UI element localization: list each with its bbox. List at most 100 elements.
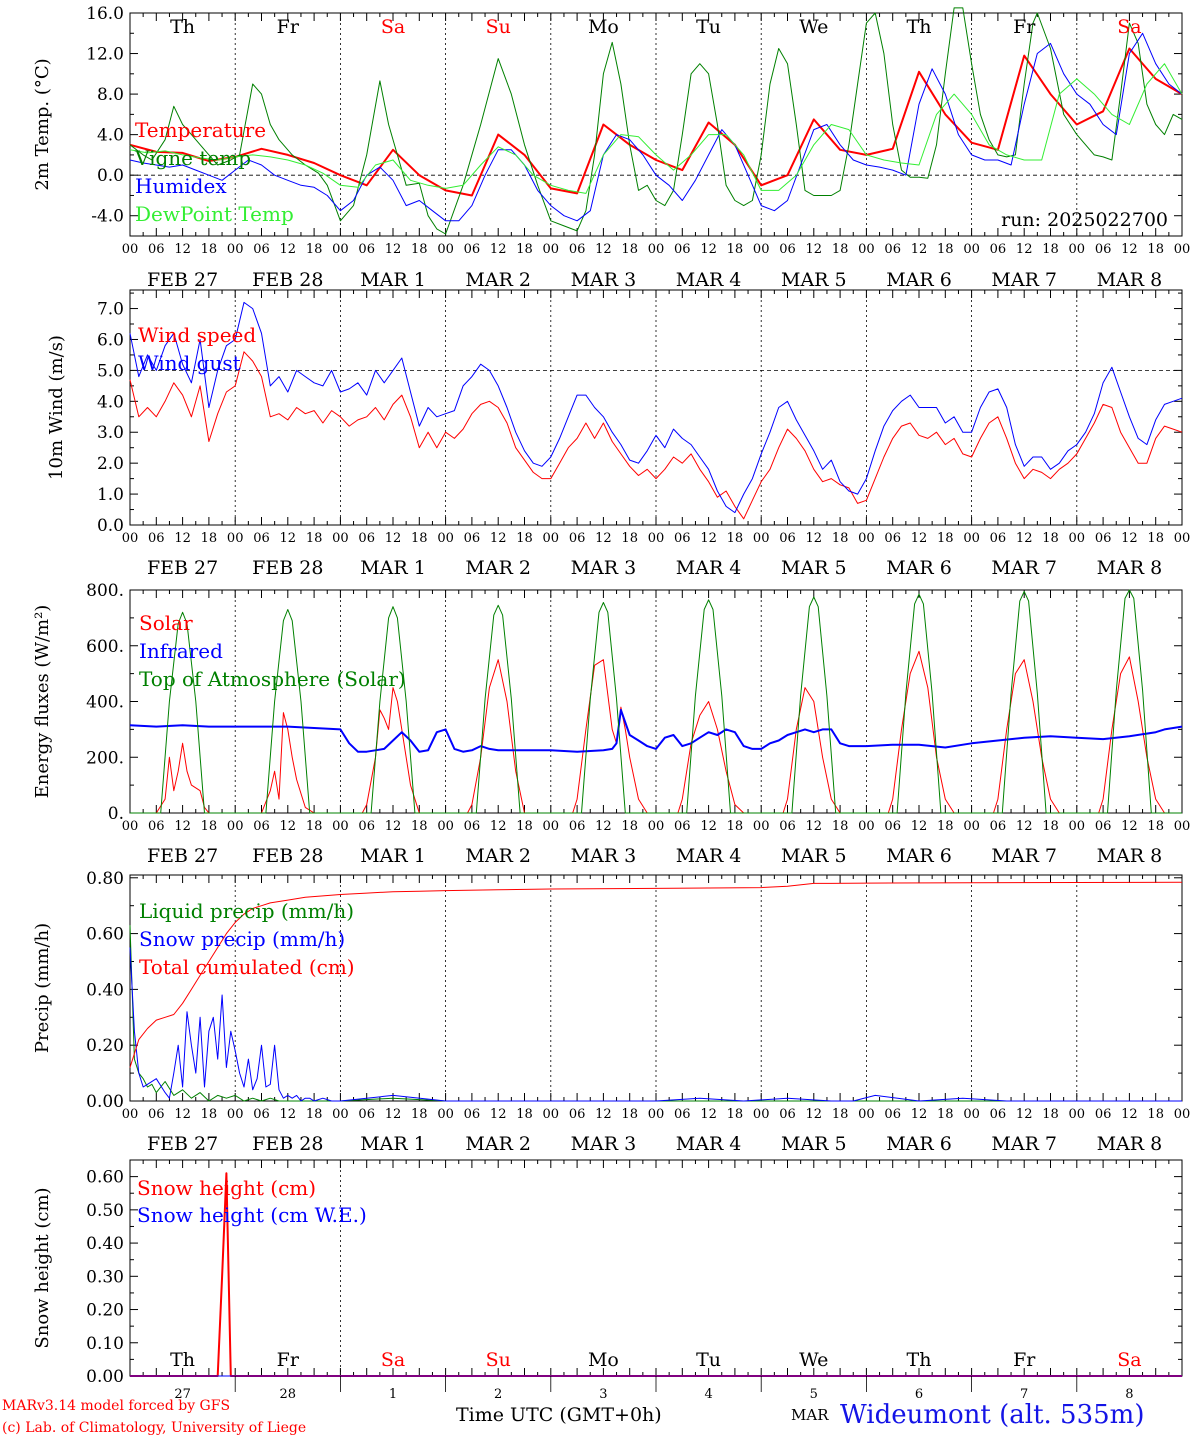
- weekday-label: Tu: [696, 16, 721, 38]
- hour-tick-label: 18: [937, 1107, 954, 1122]
- date-label: MAR 6: [886, 269, 952, 291]
- weekday-label: Mo: [588, 16, 619, 38]
- hour-tick-label: 06: [253, 1107, 270, 1122]
- hour-tick-label: 06: [148, 242, 165, 257]
- y-tick-label: 0.40: [86, 980, 124, 1000]
- date-label: MAR 5: [781, 557, 847, 579]
- y-tick-label: 8.0: [97, 85, 124, 105]
- hour-tick-label: 18: [1042, 242, 1059, 257]
- hour-tick-label: 06: [148, 819, 165, 834]
- hour-tick-label: 06: [1095, 531, 1112, 546]
- date-label: MAR 7: [991, 1133, 1057, 1155]
- hour-tick-label: 12: [1016, 1107, 1033, 1122]
- hour-tick-label: 18: [621, 1107, 638, 1122]
- hour-tick-label: 12: [806, 819, 823, 834]
- hour-tick-label: 00: [963, 1107, 980, 1122]
- hour-tick-label: 12: [595, 531, 612, 546]
- hour-tick-label: 06: [779, 1107, 796, 1122]
- y-tick-label: 0.00: [86, 1367, 124, 1387]
- hour-tick-label: 00: [753, 1107, 770, 1122]
- hour-tick-label: 18: [727, 242, 744, 257]
- series-infrared: [129, 708, 1183, 753]
- y-tick-label: 7.0: [97, 300, 124, 320]
- hour-tick-label: 18: [1042, 1107, 1059, 1122]
- y-tick-label: 200.: [86, 748, 124, 768]
- weekday-label: Th: [170, 1349, 195, 1371]
- hour-tick-label: 12: [490, 242, 507, 257]
- hour-tick-label: 12: [1121, 819, 1138, 834]
- hour-tick-label: 12: [700, 819, 717, 834]
- hour-tick-label: 12: [385, 531, 402, 546]
- hour-tick-label: 00: [332, 242, 349, 257]
- hour-tick-label: 12: [174, 531, 191, 546]
- legend-entry: Total cumulated (cm): [139, 955, 355, 979]
- hour-tick-label: 00: [1069, 531, 1086, 546]
- hour-tick-label: 12: [806, 1107, 823, 1122]
- hour-tick-label: 06: [674, 242, 691, 257]
- hour-tick-label: 06: [148, 531, 165, 546]
- hour-tick-label: 00: [1069, 1107, 1086, 1122]
- date-label: MAR 8: [1097, 1133, 1163, 1155]
- y-tick-label: 0.60: [86, 1168, 124, 1188]
- hour-tick-label: 18: [937, 819, 954, 834]
- hour-tick-label: 06: [358, 531, 375, 546]
- hour-tick-label: 00: [753, 531, 770, 546]
- hour-tick-label: 06: [990, 242, 1007, 257]
- hour-tick-label: 06: [253, 819, 270, 834]
- hour-tick-label: 18: [201, 531, 218, 546]
- hour-tick-label: 12: [700, 531, 717, 546]
- hour-tick-label: 18: [621, 242, 638, 257]
- hour-tick-label: 00: [858, 819, 875, 834]
- hour-tick-label: 18: [727, 1107, 744, 1122]
- hour-tick-label: 06: [358, 819, 375, 834]
- hour-tick-label: 06: [253, 242, 270, 257]
- weekday-label: Su: [486, 16, 511, 38]
- copyright-credit: (c) Lab. of Climatology, University of L…: [2, 1420, 307, 1436]
- y-tick-label: 0.20: [86, 1036, 124, 1056]
- time-axis-label: Time UTC (GMT+0h): [456, 1404, 662, 1426]
- hour-tick-label: 12: [1121, 1107, 1138, 1122]
- hour-tick-label: 18: [306, 1107, 323, 1122]
- hour-tick-label: 00: [753, 819, 770, 834]
- hour-tick-label: 06: [779, 531, 796, 546]
- y-tick-label: 0.0: [97, 516, 124, 536]
- date-label: MAR 8: [1097, 845, 1163, 867]
- hour-tick-label: 12: [280, 819, 297, 834]
- hour-tick-label: 00: [648, 1107, 665, 1122]
- weekday-label: We: [799, 16, 828, 38]
- y-tick-label: 0.10: [86, 1334, 124, 1354]
- y-axis-label: Precip (mm/h): [32, 923, 53, 1053]
- hour-tick-label: 00: [858, 1107, 875, 1122]
- hour-tick-label: 06: [464, 819, 481, 834]
- hour-tick-label: 12: [174, 242, 191, 257]
- hour-tick-label: 18: [621, 531, 638, 546]
- hour-tick-label: 12: [280, 242, 297, 257]
- hour-tick-label: 18: [1042, 531, 1059, 546]
- hour-tick-label: 12: [911, 242, 928, 257]
- hour-tick-label: 18: [621, 819, 638, 834]
- date-label: MAR 3: [571, 269, 637, 291]
- hour-tick-label: 18: [411, 531, 428, 546]
- hour-tick-label: 00: [122, 819, 139, 834]
- y-tick-label: 0.80: [86, 869, 124, 889]
- legend-entry: Snow height (cm): [137, 1176, 316, 1200]
- hour-tick-label: 00: [332, 1107, 349, 1122]
- date-label: MAR 5: [781, 269, 847, 291]
- hour-tick-label: 06: [779, 242, 796, 257]
- y-axis-label: Energy fluxes (W/m²): [32, 605, 53, 799]
- hour-tick-label: 18: [1147, 819, 1164, 834]
- hour-tick-label: 00: [227, 242, 244, 257]
- legend-entry: Vigne temp: [134, 146, 251, 170]
- hour-tick-label: 00: [1174, 819, 1191, 834]
- date-label: MAR 4: [676, 269, 742, 291]
- hour-tick-label: 18: [201, 1107, 218, 1122]
- hour-tick-label: 06: [464, 1107, 481, 1122]
- hour-tick-label: 00: [858, 531, 875, 546]
- date-label: MAR 6: [886, 845, 952, 867]
- weekday-label: Fr: [277, 16, 300, 38]
- day-number-label: 7: [1020, 1387, 1028, 1402]
- hour-tick-label: 18: [1147, 242, 1164, 257]
- y-tick-label: 0.50: [86, 1201, 124, 1221]
- date-label: MAR 3: [571, 1133, 637, 1155]
- date-label: MAR 4: [676, 557, 742, 579]
